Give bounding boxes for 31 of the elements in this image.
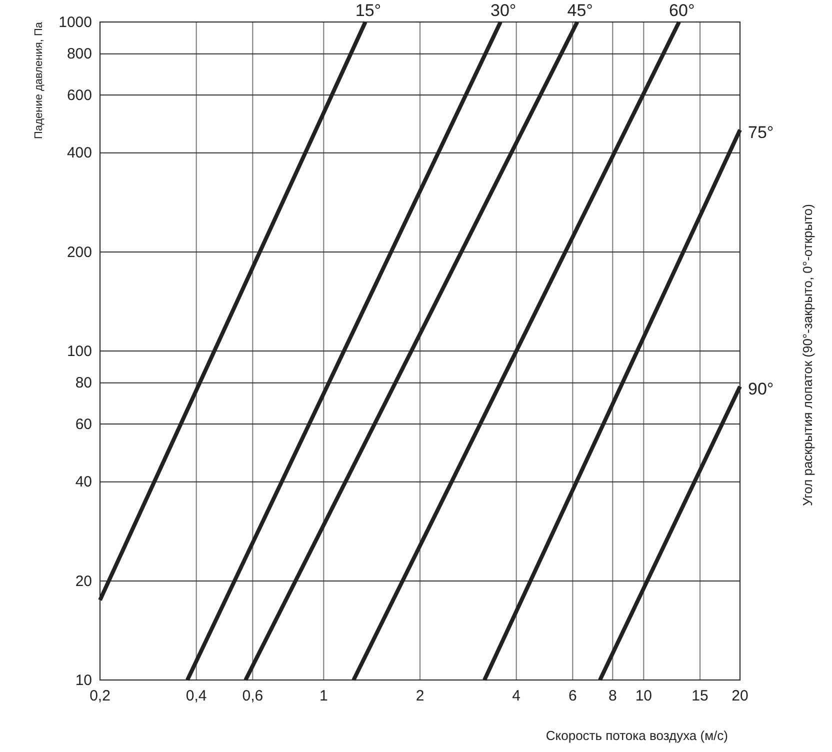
- series-label: 30°: [490, 1, 516, 20]
- y-tick-label: 800: [66, 46, 92, 63]
- y-tick-label: 10: [75, 672, 92, 689]
- x-tick-label: 10: [635, 688, 652, 705]
- x-tick-label: 8: [608, 688, 617, 705]
- series-label: 60°: [669, 1, 695, 20]
- series-label: 45°: [567, 1, 593, 20]
- y-tick-label: 80: [75, 374, 92, 392]
- y-tick-label: 600: [66, 86, 92, 104]
- y-tick-label: 1000: [58, 14, 92, 31]
- y-tick-label: 400: [66, 144, 92, 162]
- x-tick-label: 4: [512, 688, 520, 705]
- y-axis-title: Падение давления, Па: [33, 21, 45, 139]
- y-tick-label: 200: [66, 244, 92, 261]
- series-label: 90°: [748, 380, 774, 398]
- series-label: 75°: [748, 122, 774, 142]
- y-tick-label: 40: [75, 474, 92, 491]
- y-tick-label: 20: [75, 572, 92, 590]
- x-tick-label: 6: [568, 688, 577, 705]
- x-tick-label: 0,6: [242, 688, 264, 705]
- x-tick-label: 0,4: [186, 688, 207, 705]
- x-tick-label: 1: [320, 688, 328, 705]
- x-tick-label: 2: [416, 688, 424, 705]
- x-tick-label: 15: [692, 688, 708, 705]
- x-tick-label: 0,2: [90, 688, 110, 705]
- text: Угол раскрытия лопаток (90°-закрыто, 0°-открыто): [800, 204, 815, 506]
- series-label: 15°: [355, 1, 382, 20]
- y-tick-label: 60: [75, 416, 92, 433]
- y-tick-label: 100: [66, 342, 92, 360]
- x-tick-label: 20: [732, 688, 748, 705]
- x-axis-title: Скорость потока воздуха (м/с): [546, 728, 728, 743]
